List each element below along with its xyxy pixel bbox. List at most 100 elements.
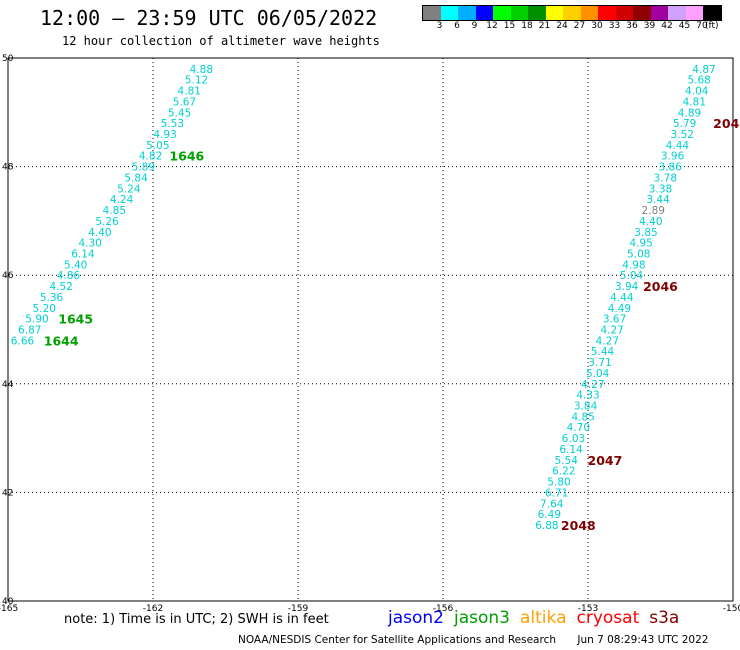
y-tick-label: 46 [2, 271, 14, 281]
swh-value: 5.08 [627, 248, 650, 260]
legend-unit: (ft) [705, 21, 719, 31]
time-label: 2046 [643, 279, 678, 294]
swh-value: 4.49 [608, 303, 631, 315]
swh-value: 3.71 [588, 357, 611, 369]
swh-value: 3.86 [658, 162, 682, 174]
swh-value: 4.86 [57, 270, 81, 282]
color-scale-ticks: (ft) 3 6 9 12 15 18 21 24 27 30 33 36 39 42 45 70 [422, 21, 740, 33]
swh-value: 2.89 [642, 205, 665, 217]
legend-tick-label: 33 [608, 21, 621, 31]
legend-tick-label: 6 [454, 21, 460, 31]
y-tick-label: 48 [2, 163, 14, 173]
swh-value: 5.26 [95, 216, 119, 228]
swh-value: 4.30 [78, 238, 101, 250]
swh-value: 5.89 [132, 162, 155, 174]
swh-value: 5.67 [173, 96, 196, 108]
chart-subtitle: 12 hour collection of altimeter wave hei… [62, 34, 380, 48]
color-scale-legend [422, 5, 722, 21]
legend-swatch [633, 6, 651, 20]
swh-value: 6.14 [71, 248, 95, 260]
legend-swatch [493, 6, 511, 20]
swh-value: 3.78 [654, 172, 677, 184]
swh-value: 4.33 [576, 390, 599, 402]
legend-tick-label: 9 [471, 21, 478, 31]
x-tick-label: -159 [288, 604, 309, 614]
swh-value: 6.49 [538, 509, 561, 521]
swh-value: 6.14 [559, 444, 583, 456]
swh-value: 5.04 [620, 270, 644, 282]
swh-value: 3.85 [634, 227, 657, 239]
swh-value: 4.85 [571, 411, 594, 423]
swh-value: 4.85 [103, 205, 126, 217]
x-tick-label: -150 [723, 604, 740, 614]
legend-tick-label: 42 [661, 21, 673, 31]
swh-value: 5.90 [25, 314, 48, 326]
legend-swatch [563, 6, 581, 20]
legend-tick-label: 15 [503, 21, 516, 31]
swh-value: 5.79 [673, 118, 696, 130]
satellite-cryosat: cryosat [576, 608, 640, 628]
swh-value: 4.44 [610, 292, 634, 304]
legend-tick-label: 30 [591, 21, 603, 31]
x-tick-label: -165 [0, 604, 18, 614]
swh-value: 3.38 [649, 183, 672, 195]
legend-tick-label: 45 [678, 21, 691, 31]
swh-value: 5.20 [33, 303, 56, 315]
swh-value: 3.94 [615, 281, 639, 293]
footer: NOAA/NESDIS Center for Satellite Applica… [238, 634, 708, 646]
swh-value: 5.24 [117, 183, 141, 195]
satellite-legend: jason2 jason3 altika cryosat s3a [388, 608, 689, 628]
swh-value: 3.84 [574, 401, 598, 413]
swh-value: 6.03 [562, 433, 585, 445]
x-tick-label: -153 [578, 604, 598, 614]
y-tick-label: 42 [2, 488, 13, 498]
legend-swatch [598, 6, 616, 20]
legend-swatch [423, 6, 441, 20]
x-tick-label: -162 [143, 604, 163, 614]
swh-value: 4.98 [622, 259, 645, 271]
swh-value: 4.70 [567, 422, 590, 434]
legend-swatch [668, 6, 686, 20]
legend-tick-label: 21 [538, 21, 551, 31]
swh-value: 5.54 [555, 455, 579, 467]
time-label: 1645 [58, 312, 93, 327]
y-tick-label: 44 [2, 380, 14, 390]
swh-value: 5.05 [146, 140, 169, 152]
swh-value: 6.66 [11, 335, 35, 347]
swh-value: 4.44 [666, 140, 690, 152]
swh-value: 4.04 [685, 86, 709, 98]
chart-title: 12:00 – 23:59 UTC 06/05/2022 [40, 6, 378, 30]
swh-value: 4.27 [600, 325, 623, 337]
swh-value: 3.52 [671, 129, 694, 141]
swh-value: 4.88 [190, 64, 213, 76]
swh-value: 6.22 [552, 466, 575, 478]
legend-swatch [545, 6, 563, 20]
time-label: 2048 [561, 518, 596, 533]
swh-value: 4.81 [178, 86, 201, 98]
swh-value: 5.36 [40, 292, 64, 304]
swh-value: 4.93 [153, 129, 176, 141]
swh-value: 4.24 [110, 194, 134, 206]
legend-tick-label: 12 [486, 21, 498, 31]
time-label: 1644 [44, 333, 79, 348]
swh-value: 4.40 [639, 216, 662, 228]
legend-tick-label: 3 [436, 21, 443, 31]
time-label: 2045 [713, 116, 740, 131]
swh-value: 4.95 [629, 238, 652, 250]
legend-tick-label: 27 [573, 21, 586, 31]
swh-value: 5.80 [547, 477, 570, 489]
plot-frame [7, 57, 734, 602]
swh-value: 7.64 [540, 498, 564, 510]
swh-value: 4.27 [581, 379, 604, 391]
generated-timestamp: Jun 7 08:29:43 UTC 2022 [577, 634, 709, 646]
swh-value: 4.89 [678, 107, 701, 119]
satellite-altika: altika [520, 608, 567, 628]
legend-swatch [615, 6, 633, 20]
swh-value: 6.88 [535, 520, 558, 532]
swh-value: 5.44 [591, 346, 615, 358]
satellite-jason2: jason2 [388, 608, 444, 628]
swh-value: 5.12 [185, 75, 208, 87]
legend-swatch [475, 6, 493, 20]
time-label: 1646 [169, 149, 204, 164]
